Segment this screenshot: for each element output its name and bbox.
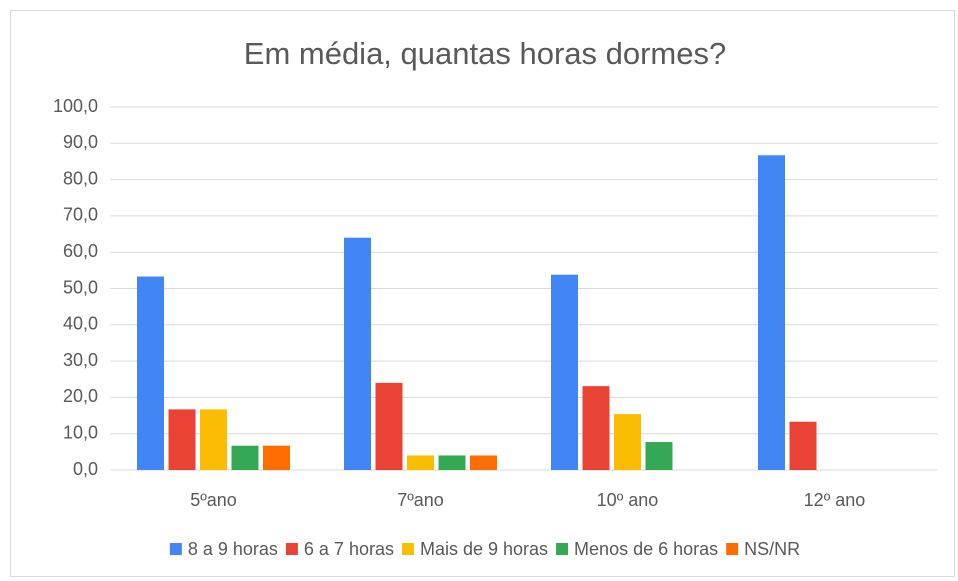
bar [758, 155, 785, 471]
bar [470, 455, 497, 470]
x-tick-label: 12º ano [804, 490, 866, 510]
y-tick-label: 80,0 [63, 168, 98, 188]
legend-label: Menos de 6 horas [574, 539, 718, 559]
y-tick-label: 60,0 [63, 241, 98, 261]
legend-label: Mais de 9 horas [420, 539, 548, 559]
legend-swatch [726, 543, 739, 555]
legend-label: NS/NR [744, 539, 800, 559]
bar [137, 276, 164, 470]
legend-swatch [285, 543, 298, 555]
bar [200, 409, 227, 470]
y-tick-label: 30,0 [63, 350, 98, 370]
bar [375, 382, 403, 470]
bar [168, 409, 196, 470]
legend-label: 6 a 7 horas [304, 539, 394, 559]
bar [614, 414, 641, 470]
y-tick-label: 40,0 [63, 314, 98, 334]
y-tick-label: 100,0 [53, 96, 98, 116]
bar [582, 386, 610, 470]
y-tick-label: 70,0 [63, 205, 98, 225]
legend-swatch [401, 543, 414, 555]
y-tick-label: 90,0 [63, 132, 98, 152]
bar [344, 237, 371, 470]
bar [263, 445, 290, 470]
y-tick-label: 50,0 [63, 277, 98, 297]
bar [789, 421, 817, 470]
y-tick-label: 10,0 [63, 422, 98, 442]
legend-swatch [556, 543, 569, 555]
x-tick-label: 10º ano [597, 490, 659, 510]
bar [231, 445, 259, 470]
bar [407, 455, 434, 470]
legend-swatch [169, 543, 182, 555]
x-tick-label: 7ºano [397, 490, 444, 510]
y-tick-label: 20,0 [63, 386, 98, 406]
bar [438, 455, 466, 470]
chart-border [10, 10, 955, 577]
chart-title: Em média, quantas horas dormes? [244, 36, 726, 71]
legend-label: 8 a 9 horas [188, 539, 278, 559]
bar [551, 274, 578, 470]
x-tick-label: 5ºano [190, 490, 237, 510]
y-tick-label: 0,0 [73, 459, 98, 479]
bar [645, 442, 673, 470]
